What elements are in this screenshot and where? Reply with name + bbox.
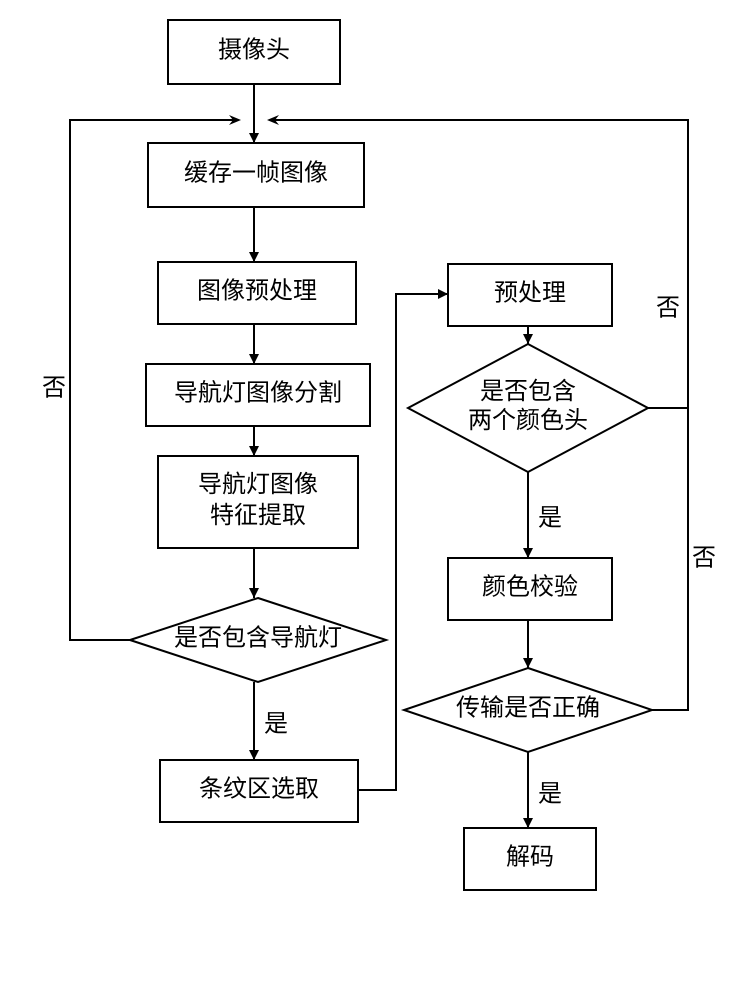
node-n2: 缓存一帧图像 (148, 143, 364, 207)
svg-text:颜色校验: 颜色校验 (482, 574, 578, 601)
node-n8: 预处理 (448, 264, 612, 326)
svg-text:解码: 解码 (506, 844, 554, 871)
edge-label-e7: 否 (42, 376, 66, 402)
svg-text:是否包含: 是否包含 (480, 378, 576, 405)
svg-text:预处理: 预处理 (494, 280, 566, 307)
node-n9: 是否包含两个颜色头 (408, 344, 648, 472)
node-n6: 是否包含导航灯 (130, 598, 386, 682)
svg-text:是否包含导航灯: 是否包含导航灯 (174, 625, 342, 652)
svg-text:条纹区选取: 条纹区选取 (199, 776, 319, 803)
node-n3: 图像预处理 (158, 262, 356, 324)
svg-text:图像预处理: 图像预处理 (197, 278, 317, 305)
svg-text:导航灯图像分割: 导航灯图像分割 (174, 380, 342, 407)
node-n11: 传输是否正确 (404, 668, 652, 752)
edge-label-e12: 是 (538, 782, 562, 808)
flowchart-canvas: 是否是是否否摄像头缓存一帧图像图像预处理导航灯图像分割导航灯图像特征提取是否包含… (0, 0, 732, 1000)
svg-text:特征提取: 特征提取 (210, 502, 306, 529)
edge-label-e10: 是 (538, 506, 562, 532)
node-n5: 导航灯图像特征提取 (158, 456, 358, 548)
svg-text:两个颜色头: 两个颜色头 (468, 407, 588, 434)
node-n7: 条纹区选取 (160, 760, 358, 822)
node-n4: 导航灯图像分割 (146, 364, 370, 426)
edge-label-e14: 否 (692, 546, 716, 572)
edge-label-e6: 是 (264, 712, 288, 738)
svg-text:导航灯图像: 导航灯图像 (198, 471, 318, 498)
edge-label-e13: 否 (656, 296, 680, 322)
svg-text:缓存一帧图像: 缓存一帧图像 (184, 160, 328, 187)
edge-e14 (652, 408, 688, 710)
node-n10: 颜色校验 (448, 558, 612, 620)
svg-text:摄像头: 摄像头 (218, 37, 290, 64)
svg-text:传输是否正确: 传输是否正确 (456, 695, 600, 722)
node-n1: 摄像头 (168, 20, 340, 84)
node-n12: 解码 (464, 828, 596, 890)
